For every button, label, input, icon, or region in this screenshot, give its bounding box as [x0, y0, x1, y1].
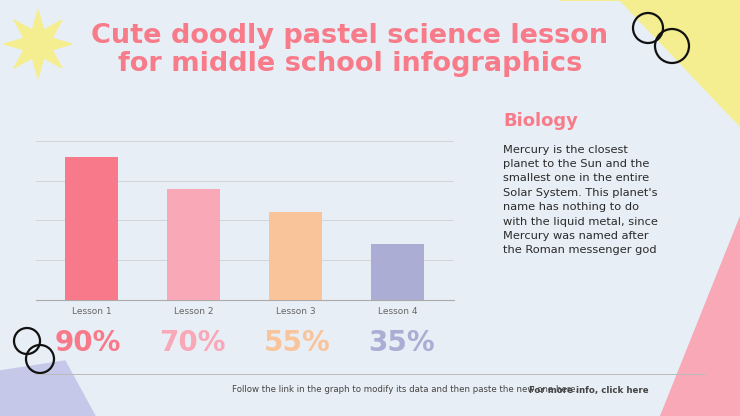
Text: Mercury is the closest
planet to the Sun and the
smallest one in the entire
Sola: Mercury is the closest planet to the Sun…: [503, 145, 658, 255]
Text: for middle school infographics: for middle school infographics: [118, 51, 582, 77]
Text: Biology: Biology: [503, 112, 578, 130]
Text: For more info, click here: For more info, click here: [529, 386, 649, 394]
Text: 55%: 55%: [263, 329, 330, 357]
Bar: [167, 188, 220, 300]
Text: 90%: 90%: [55, 329, 121, 357]
Text: 70%: 70%: [159, 329, 226, 357]
Bar: [65, 157, 118, 300]
Polygon shape: [0, 361, 95, 416]
Text: Follow the link in the graph to modify its data and then paste the new one here.: Follow the link in the graph to modify i…: [232, 386, 581, 394]
Bar: [371, 244, 424, 300]
Polygon shape: [660, 216, 740, 416]
Text: 35%: 35%: [368, 329, 434, 357]
Bar: [269, 212, 322, 300]
Polygon shape: [4, 10, 72, 78]
Polygon shape: [560, 0, 740, 126]
Text: Cute doodly pastel science lesson: Cute doodly pastel science lesson: [92, 23, 608, 49]
